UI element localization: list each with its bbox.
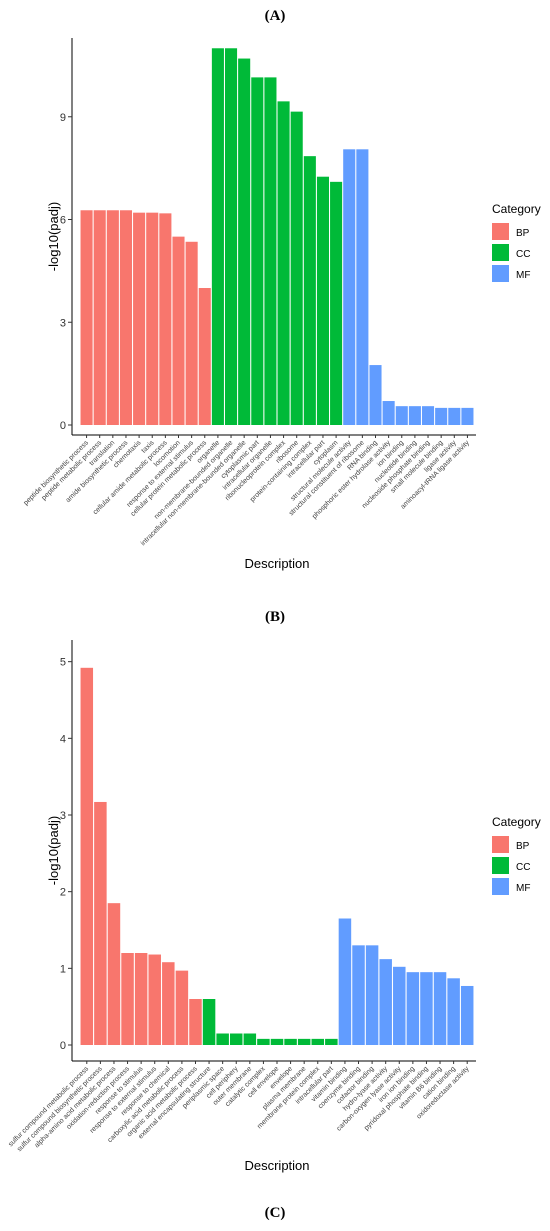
y-tick-label: 1 <box>60 963 66 975</box>
bar-cc <box>277 101 290 426</box>
bar-mf <box>352 945 365 1045</box>
y-tick-label: 0 <box>60 420 66 432</box>
legend-swatch-cc <box>492 857 509 874</box>
bar-bp <box>80 667 94 1045</box>
bar-mf <box>343 149 356 426</box>
bar-mf <box>447 978 460 1045</box>
bar-cc <box>270 1038 284 1045</box>
bar-cc <box>216 1033 229 1045</box>
legend-label-mf: MF <box>516 883 530 894</box>
panel-label-a: (A) <box>264 8 286 24</box>
legend-label-cc: CC <box>516 249 530 260</box>
legend-title: Category <box>492 202 541 216</box>
bar-bp <box>106 210 119 425</box>
bar-mf <box>433 972 447 1045</box>
bar-bp <box>148 954 161 1045</box>
bar-cc <box>325 1038 338 1045</box>
bar-cc <box>303 156 316 426</box>
bar-mf <box>408 406 421 425</box>
legend-label-bp: BP <box>516 841 530 852</box>
bar-bp <box>94 801 107 1045</box>
bar-mf <box>461 407 474 425</box>
legend-swatch-cc <box>492 244 509 261</box>
legend-swatch-mf <box>492 265 509 282</box>
bar-mf <box>406 972 420 1045</box>
bar-bp <box>172 236 185 425</box>
x-axis-title: Description <box>244 1158 309 1173</box>
y-tick-label: 5 <box>60 657 66 669</box>
bar-cc <box>316 176 330 425</box>
bar-bp <box>185 241 198 425</box>
legend-label-cc: CC <box>516 862 530 873</box>
y-tick-label: 3 <box>60 317 66 329</box>
x-axis-title: Description <box>244 556 309 571</box>
bar-bp <box>159 213 172 425</box>
bar-cc <box>311 1038 325 1045</box>
bar-mf <box>382 401 395 425</box>
bar-mf <box>395 406 408 425</box>
bar-bp <box>175 970 189 1045</box>
bar-bp <box>134 953 148 1045</box>
bar-mf <box>369 365 382 425</box>
bar-bp <box>133 212 146 425</box>
bar-bp <box>121 953 134 1045</box>
bar-mf <box>448 407 461 425</box>
panel-label-b: (B) <box>265 609 285 625</box>
bar-cc <box>257 1038 270 1045</box>
bar-mf <box>420 972 433 1045</box>
y-tick-label: 3 <box>60 810 66 822</box>
y-tick-label: 9 <box>60 112 66 124</box>
bar-cc <box>229 1033 243 1045</box>
bar-bp <box>146 212 159 425</box>
legend-swatch-bp <box>492 223 509 240</box>
bar-mf <box>421 406 435 425</box>
bar-mf <box>365 945 379 1045</box>
bar-bp <box>93 210 106 425</box>
bar-mf <box>338 918 352 1045</box>
legend-swatch-mf <box>492 878 509 895</box>
legend-label-bp: BP <box>516 228 530 239</box>
bar-mf <box>435 407 448 425</box>
bar-bp <box>119 210 133 425</box>
y-tick-label: 6 <box>60 215 66 227</box>
legend-title: Category <box>492 815 541 829</box>
bar-bp <box>162 962 175 1045</box>
y-tick-label: 0 <box>60 1040 66 1052</box>
bar-bp <box>107 903 121 1045</box>
bar-cc <box>251 77 264 426</box>
y-axis-title: -log10(padj) <box>46 816 61 885</box>
bar-cc <box>284 1038 297 1045</box>
bar-bp <box>189 999 202 1045</box>
bar-cc <box>264 77 277 426</box>
bar-mf <box>460 985 474 1045</box>
panel-label-c: (C) <box>264 1205 286 1221</box>
bar-mf <box>356 149 369 426</box>
bar-cc <box>290 111 303 425</box>
legend-swatch-bp <box>492 836 509 853</box>
bar-cc <box>238 58 251 425</box>
bar-mf <box>393 966 406 1045</box>
bar-cc <box>243 1033 257 1045</box>
y-axis-title: -log10(padj) <box>46 202 61 271</box>
bar-cc <box>330 181 343 425</box>
y-tick-label: 4 <box>60 733 66 745</box>
bar-bp <box>198 288 211 425</box>
legend-label-mf: MF <box>516 270 530 281</box>
bar-cc <box>202 999 216 1045</box>
bar-mf <box>379 959 392 1045</box>
bar-cc <box>211 48 224 425</box>
y-tick-label: 2 <box>60 887 66 899</box>
bar-cc <box>297 1038 311 1045</box>
bar-cc <box>224 48 238 425</box>
bar-bp <box>80 210 93 425</box>
